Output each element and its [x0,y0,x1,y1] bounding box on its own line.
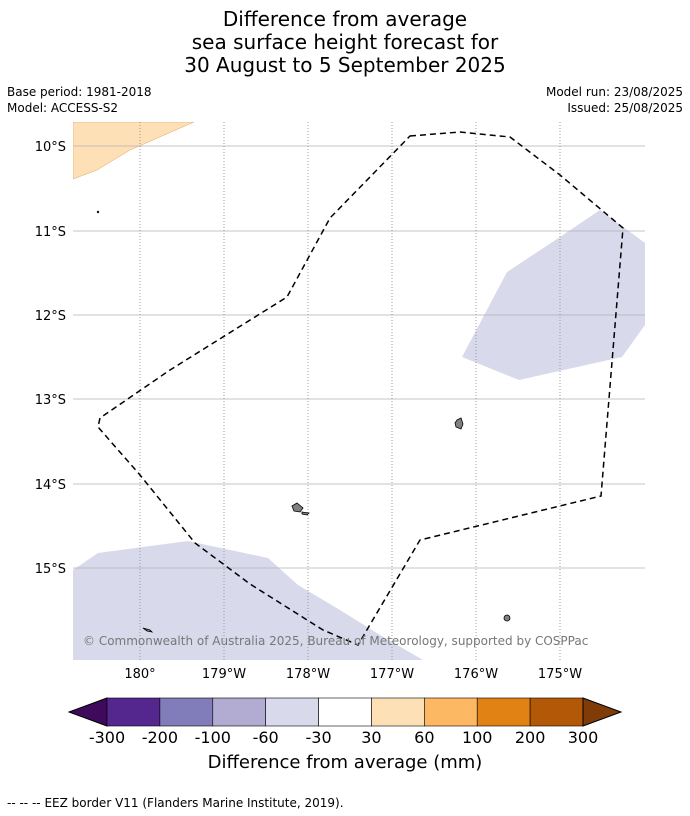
title-line-1: Difference from average [222,7,468,31]
eez-legend-text: EEZ border V11 (Flanders Marine Institut… [44,796,344,810]
island-4 [503,614,511,622]
colorbar-tick-label: 300 [568,728,599,747]
island-3 [301,511,310,516]
eez-legend-symbol: -- -- -- [7,796,41,810]
model-run: Model run: 23/08/2025 [545,85,683,99]
colorbar-tick-label: -300 [89,728,125,747]
eez-border [97,131,624,646]
colorbar-segment [106,697,161,727]
lat-label-10s: 10°S [35,140,66,155]
colorbar-tick-label: -100 [195,728,231,747]
island-6 [142,627,154,633]
lon-label-178w: 178°W [286,667,330,682]
lon-label-175w: 175°W [538,667,582,682]
colorbar-tick-label: 60 [414,728,434,747]
lat-label-12s: 12°S [35,309,66,324]
base-period: Base period: 1981-2018 [7,85,152,99]
latitude-gridlines [73,145,645,569]
lon-label-176w: 176°W [454,667,498,682]
anomaly-positive-region [73,122,195,180]
map-area: © Commonwealth of Australia 2025, Bureau… [73,122,645,660]
colorbar-segment [212,697,266,727]
colorbar-segment [476,697,531,727]
title-line-3: 30 August to 5 September 2025 [184,53,506,77]
lon-label-180: 180° [124,667,155,682]
colorbar-segment [159,697,214,727]
colorbar-tick-label: 100 [462,728,493,747]
island-2 [291,502,304,513]
anomaly-negative-region-east [462,210,645,380]
longitude-labels: 180° 179°W 178°W 177°W 176°W 175°W [124,667,582,682]
colorbar-segment [529,697,584,727]
model-name: Model: ACCESS-S2 [7,101,119,115]
colorbar-extension-low [67,697,108,727]
colorbar-tick-label: 30 [361,728,381,747]
colorbar-tick-label: -30 [305,728,331,747]
lon-label-177w: 177°W [370,667,414,682]
lat-label-14s: 14°S [35,478,66,493]
latitude-labels: 10°S 11°S 12°S 13°S 14°S 15°S [35,140,66,577]
colorbar-tick-label: -200 [142,728,178,747]
colorbar-segment [318,697,372,727]
colorbar [67,697,623,727]
lat-label-13s: 13°S [35,393,66,408]
copyright-text: © Commonwealth of Australia 2025, Bureau… [83,634,588,648]
title-line-2: sea surface height forecast for [191,30,499,54]
footer-legend: -- -- -- EEZ border V11 (Flanders Marine… [7,796,344,810]
colorbar-extension-high [582,697,623,727]
colorbar-segment [265,697,319,727]
lon-label-179w: 179°W [202,667,246,682]
colorbar-segment [371,697,425,727]
colorbar-label: Difference from average (mm) [207,752,483,773]
lat-label-11s: 11°S [35,225,66,240]
islands [96,210,511,633]
colorbar-tick-label: 200 [515,728,546,747]
colorbar-segment [424,697,478,727]
map-title: Difference from average sea surface heig… [0,8,690,77]
anomaly-negative-region-southwest [73,541,423,660]
meta-left: Base period: 1981-2018 Model: ACCESS-S2 [7,84,152,116]
meta-right: Model run: 23/08/2025 Issued: 25/08/2025 [546,84,683,116]
colorbar-tick-label: -60 [253,728,279,747]
issued-date: Issued: 25/08/2025 [567,101,683,115]
island-1 [454,417,464,430]
lat-label-15s: 15°S [35,562,66,577]
colorbar-tick-labels: -300 -200 -100 -60 -30 30 60 100 200 300 [89,728,598,747]
island-5 [96,210,100,214]
